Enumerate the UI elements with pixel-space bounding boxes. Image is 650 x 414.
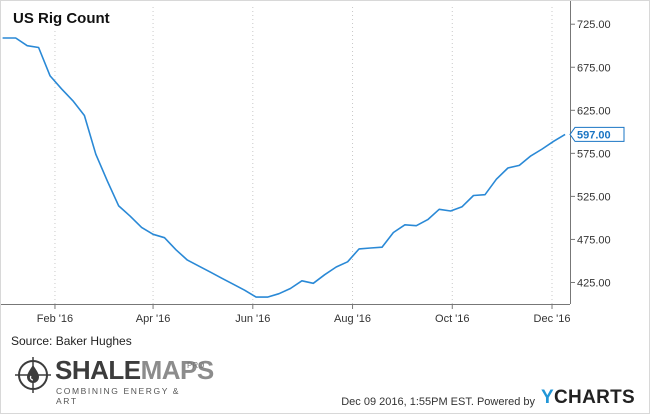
logo-pro-badge: PRO bbox=[187, 361, 205, 370]
drop-icon bbox=[15, 357, 51, 393]
shalemaps-logo: SHALEMAPS PRO COMBINING ENERGY & ART bbox=[15, 353, 214, 406]
last-value-box bbox=[569, 126, 625, 142]
ycharts-link[interactable]: YCHARTS bbox=[541, 387, 635, 408]
series-line bbox=[2, 37, 566, 298]
y-tick-label: 475.00 bbox=[577, 234, 611, 246]
x-tick-label: Feb '16 bbox=[37, 313, 73, 325]
source-note: Source: Baker Hughes bbox=[11, 334, 132, 348]
logo-tagline: COMBINING ENERGY & ART bbox=[56, 386, 181, 406]
timestamp: Dec 09 2016, 1:55PM EST. bbox=[341, 396, 474, 408]
x-tick-label: Apr '16 bbox=[136, 313, 171, 325]
chart-title: US Rig Count bbox=[7, 7, 116, 30]
last-value-label: 597.00 bbox=[577, 129, 611, 141]
x-tick-label: Oct '16 bbox=[435, 313, 470, 325]
y-tick-label: 525.00 bbox=[577, 191, 611, 203]
y-tick-label: 425.00 bbox=[577, 277, 611, 289]
series bbox=[2, 37, 566, 298]
attribution-footer: Dec 09 2016, 1:55PM EST. Powered by YCHA… bbox=[341, 387, 635, 409]
logo-wordmark: SHALEMAPS bbox=[55, 355, 214, 385]
y-tick-label: 725.00 bbox=[577, 19, 611, 31]
axes bbox=[1, 1, 575, 309]
x-tick-label: Dec '16 bbox=[534, 313, 571, 325]
powered-by-text: Powered by bbox=[476, 396, 536, 408]
y-tick-label: 575.00 bbox=[577, 148, 611, 160]
grid-lines bbox=[54, 7, 553, 304]
rig-count-chart: Feb '16 Apr '16 Jun '16 Aug '16 Oct '16 Dec '… bbox=[1, 1, 625, 325]
y-tick-label: 675.00 bbox=[577, 62, 611, 74]
tick-labels: Feb '16 Apr '16 Jun '16 Aug '16 Oct '16 Dec '… bbox=[37, 19, 625, 325]
x-tick-label: Jun '16 bbox=[235, 313, 270, 325]
y-tick-label: 625.00 bbox=[577, 105, 611, 117]
x-tick-label: Aug '16 bbox=[334, 313, 371, 325]
